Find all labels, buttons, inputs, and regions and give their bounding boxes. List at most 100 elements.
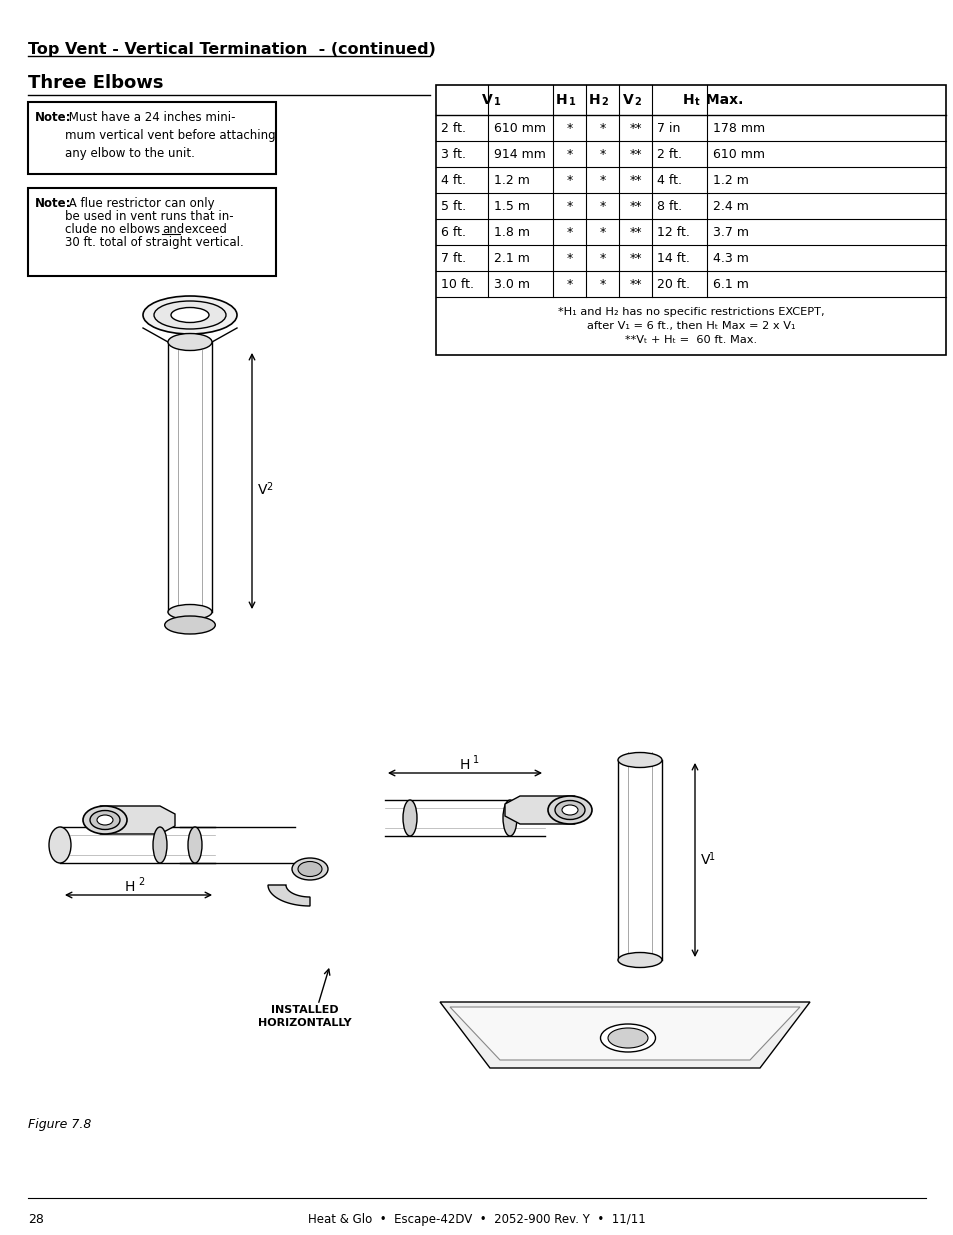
Text: 14 ft.: 14 ft.	[657, 252, 689, 266]
Text: and: and	[162, 224, 184, 236]
Ellipse shape	[188, 827, 202, 863]
Ellipse shape	[618, 752, 661, 767]
Text: t: t	[695, 98, 699, 107]
Ellipse shape	[83, 806, 127, 834]
Text: 2: 2	[634, 98, 640, 107]
Text: after V₁ = 6 ft., then Hₜ Max = 2 x V₁: after V₁ = 6 ft., then Hₜ Max = 2 x V₁	[586, 321, 795, 331]
Text: *: *	[566, 174, 572, 186]
Text: *: *	[598, 226, 605, 240]
Text: *: *	[566, 226, 572, 240]
Text: Top Vent - Vertical Termination  - (continued): Top Vent - Vertical Termination - (conti…	[28, 42, 436, 57]
Text: **: **	[629, 200, 641, 212]
Text: **: **	[629, 174, 641, 186]
Ellipse shape	[143, 296, 236, 333]
Text: H: H	[459, 758, 470, 772]
Text: **: **	[629, 226, 641, 240]
Text: Figure 7.8: Figure 7.8	[28, 1118, 91, 1131]
Text: **: **	[629, 252, 641, 266]
Text: **: **	[629, 278, 641, 291]
Text: 1: 1	[568, 98, 575, 107]
Text: 178 mm: 178 mm	[712, 122, 764, 135]
Text: Note:: Note:	[35, 198, 71, 210]
Text: H: H	[681, 93, 693, 107]
Polygon shape	[100, 806, 174, 834]
Text: 2: 2	[138, 877, 144, 887]
Text: V: V	[481, 93, 492, 107]
Text: 10 ft.: 10 ft.	[440, 278, 474, 291]
Text: *: *	[598, 200, 605, 212]
Ellipse shape	[561, 805, 578, 815]
Text: 6 ft.: 6 ft.	[440, 226, 465, 240]
Text: Three Elbows: Three Elbows	[28, 74, 163, 91]
Text: *: *	[598, 174, 605, 186]
Text: clude no elbows: clude no elbows	[65, 224, 164, 236]
Text: A flue restrictor can only: A flue restrictor can only	[65, 198, 214, 210]
Text: **: **	[629, 122, 641, 135]
Polygon shape	[504, 797, 575, 824]
Text: Heat & Glo  •  Escape-42DV  •  2052-900 Rev. Y  •  11/11: Heat & Glo • Escape-42DV • 2052-900 Rev.…	[308, 1213, 645, 1226]
Polygon shape	[439, 1002, 809, 1068]
Ellipse shape	[153, 301, 226, 329]
Text: H: H	[588, 93, 599, 107]
Text: Must have a 24 inches mini-
mum vertical vent before attaching
any elbow to the : Must have a 24 inches mini- mum vertical…	[65, 111, 275, 161]
Text: 3 ft.: 3 ft.	[440, 148, 465, 161]
Text: H: H	[125, 881, 135, 894]
Ellipse shape	[618, 952, 661, 967]
Bar	[436, 85, 945, 354]
Text: 1.8 m: 1.8 m	[494, 226, 530, 240]
Text: 914 mm: 914 mm	[494, 148, 545, 161]
Text: exceed: exceed	[181, 224, 227, 236]
Text: 1: 1	[708, 852, 715, 862]
Text: 610 mm: 610 mm	[712, 148, 764, 161]
Text: V: V	[700, 853, 710, 867]
Text: *: *	[598, 252, 605, 266]
Bar	[28, 103, 275, 174]
Ellipse shape	[90, 810, 120, 830]
Text: 12 ft.: 12 ft.	[657, 226, 689, 240]
Text: 2.1 m: 2.1 m	[494, 252, 529, 266]
Text: **: **	[629, 148, 641, 161]
Text: 610 mm: 610 mm	[494, 122, 545, 135]
Text: V: V	[622, 93, 633, 107]
Text: 4 ft.: 4 ft.	[440, 174, 465, 186]
Ellipse shape	[168, 333, 212, 351]
Text: 1: 1	[473, 755, 478, 764]
Ellipse shape	[49, 827, 71, 863]
Text: *: *	[566, 278, 572, 291]
Text: *: *	[566, 148, 572, 161]
Ellipse shape	[555, 800, 584, 820]
Text: *: *	[598, 148, 605, 161]
Text: Note:: Note:	[35, 111, 71, 124]
Text: be used in vent runs that in-: be used in vent runs that in-	[65, 210, 233, 224]
Text: 7 ft.: 7 ft.	[440, 252, 466, 266]
Text: 4.3 m: 4.3 m	[712, 252, 748, 266]
Ellipse shape	[607, 1028, 647, 1049]
Text: 1.5 m: 1.5 m	[494, 200, 530, 212]
Ellipse shape	[152, 827, 167, 863]
Text: Max.: Max.	[700, 93, 742, 107]
Text: 5 ft.: 5 ft.	[440, 200, 466, 212]
Ellipse shape	[168, 604, 212, 620]
Text: 7 in: 7 in	[657, 122, 679, 135]
Text: *: *	[566, 122, 572, 135]
Text: 2: 2	[601, 98, 608, 107]
Ellipse shape	[165, 616, 215, 634]
Text: *: *	[566, 200, 572, 212]
Polygon shape	[268, 885, 310, 906]
Text: 28: 28	[28, 1213, 44, 1226]
Bar	[28, 188, 275, 275]
Text: 2 ft.: 2 ft.	[657, 148, 681, 161]
Text: 2.4 m: 2.4 m	[712, 200, 748, 212]
Ellipse shape	[547, 797, 592, 824]
Text: 8 ft.: 8 ft.	[657, 200, 681, 212]
Text: 20 ft.: 20 ft.	[657, 278, 689, 291]
Text: *: *	[598, 278, 605, 291]
Text: 3.7 m: 3.7 m	[712, 226, 748, 240]
Ellipse shape	[171, 308, 209, 322]
Ellipse shape	[402, 800, 416, 836]
Ellipse shape	[297, 862, 322, 877]
Text: 3.0 m: 3.0 m	[494, 278, 530, 291]
Text: *: *	[566, 252, 572, 266]
Text: 4 ft.: 4 ft.	[657, 174, 681, 186]
Ellipse shape	[97, 815, 112, 825]
